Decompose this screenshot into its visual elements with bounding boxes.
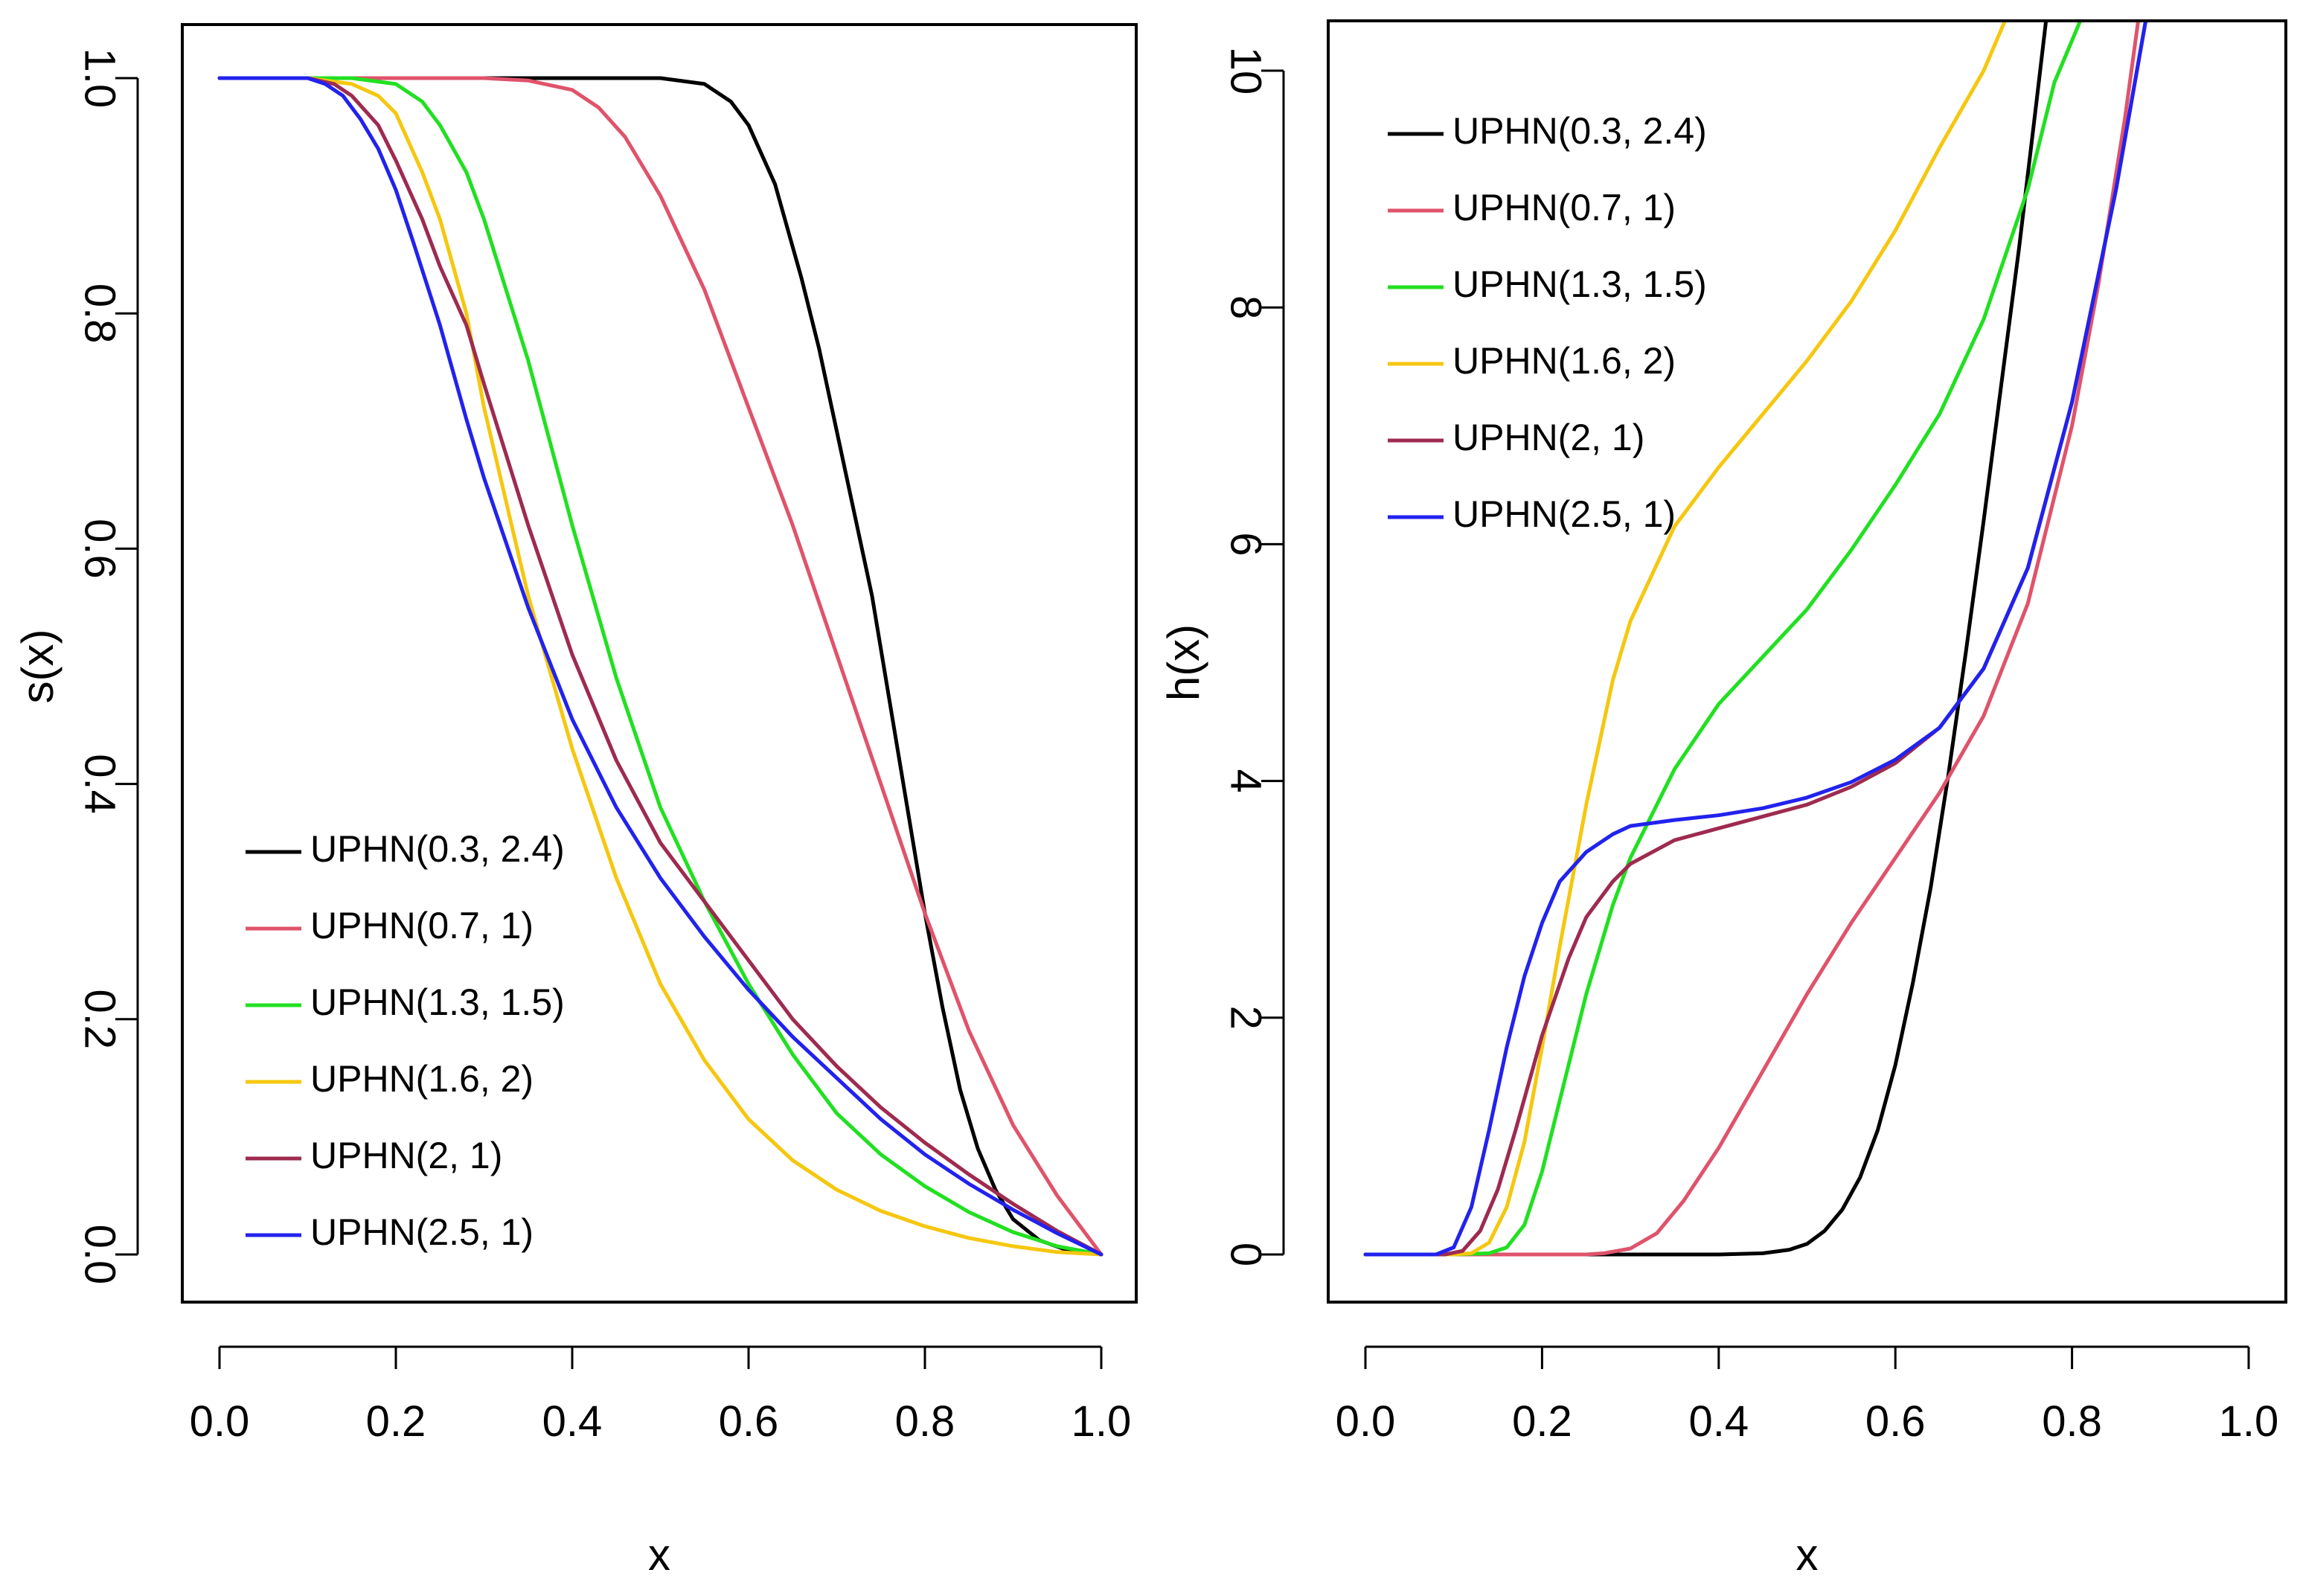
series-line-5 [217,76,1103,1257]
y-axis-label: h(x) [1159,624,1208,701]
x-tick-label: 0.0 [1336,1397,1396,1446]
x-axis-label: x [1796,1530,1819,1580]
y-tick-label: 8 [1222,295,1270,319]
series-line-6 [1363,21,2148,1257]
legend-label-5: UPHN(2, 1) [1452,417,1644,458]
series-line-2 [1363,21,2141,1257]
y-tick-label: 10 [1222,47,1270,95]
legend-label-5: UPHN(2, 1) [310,1135,502,1176]
x-axis-label: x [648,1530,670,1580]
legend-label-3: UPHN(1.3, 1.5) [310,981,565,1023]
x-tick-label: 1.0 [1071,1397,1132,1446]
series-group [1363,21,2148,1257]
series-line-1 [1363,21,2048,1257]
legend-label-3: UPHN(1.3, 1.5) [1452,263,1707,305]
y-tick-label: 4 [1222,769,1270,792]
series-line-3 [217,76,1103,1257]
legend-label-2: UPHN(0.7, 1) [310,905,534,946]
x-tick-label: 0.4 [1688,1397,1749,1446]
legend-label-6: UPHN(2.5, 1) [310,1211,534,1253]
y-tick-label: 2 [1222,1006,1270,1030]
y-tick-label: 0.6 [76,519,124,579]
y-tick-label: 0.4 [76,754,124,814]
y-tick-label: 0.2 [76,989,124,1049]
y-tick-label: 6 [1222,532,1270,556]
series-line-4 [217,76,1103,1257]
legend-label-1: UPHN(0.3, 2.4) [310,828,565,870]
y-axis-label: s(x) [13,629,63,704]
series-line-4 [1363,21,2008,1257]
x-tick-label: 0.8 [2042,1397,2102,1446]
plot-frame [1327,19,2287,1304]
x-tick-label: 0.0 [190,1397,250,1446]
x-tick-label: 0.6 [719,1397,779,1446]
legend-label-4: UPHN(1.6, 2) [1452,340,1676,382]
legend: UPHN(0.3, 2.4) UPHN(0.7, 1) UPHN(1.3, 1.5)… [1388,110,1707,535]
chart-panel-2: 0.0 0.2 0.4 0.6 0.8 1.0 0 2 4 6 8 10 x h(x) UPHN(0.3, … [1159,19,2287,1580]
x-tick-label: 0.6 [1865,1397,1926,1446]
y-tick-label: 0.8 [76,283,124,344]
x-tick-label: 0.8 [895,1397,955,1446]
series-line-2 [217,76,1103,1257]
y-tick-label: 1.0 [76,48,124,109]
legend-label-1: UPHN(0.3, 2.4) [1452,110,1707,152]
series-group [217,76,1103,1257]
legend-label-6: UPHN(2.5, 1) [1452,493,1676,535]
legend-label-2: UPHN(0.7, 1) [1452,187,1676,228]
x-tick-label: 0.2 [366,1397,426,1446]
legend: UPHN(0.3, 2.4) UPHN(0.7, 1) UPHN(1.3, 1.5)… [246,828,565,1253]
chart-panel-1: 0.0 0.2 0.4 0.6 0.8 1.0 0.0 0.2 0.4 0.6 0.8 1.0 x s(x… [13,23,1138,1580]
plot-frame [181,23,1138,1304]
y-tick-label: 0 [1222,1243,1270,1266]
x-tick-label: 1.0 [2219,1397,2279,1446]
series-line-1 [217,76,1103,1257]
legend-label-4: UPHN(1.6, 2) [310,1058,534,1100]
x-tick-label: 0.4 [542,1397,603,1446]
y-tick-label: 0.0 [76,1225,124,1285]
series-line-3 [1363,21,2083,1257]
series-line-6 [217,76,1103,1257]
x-tick-label: 0.2 [1512,1397,1572,1446]
